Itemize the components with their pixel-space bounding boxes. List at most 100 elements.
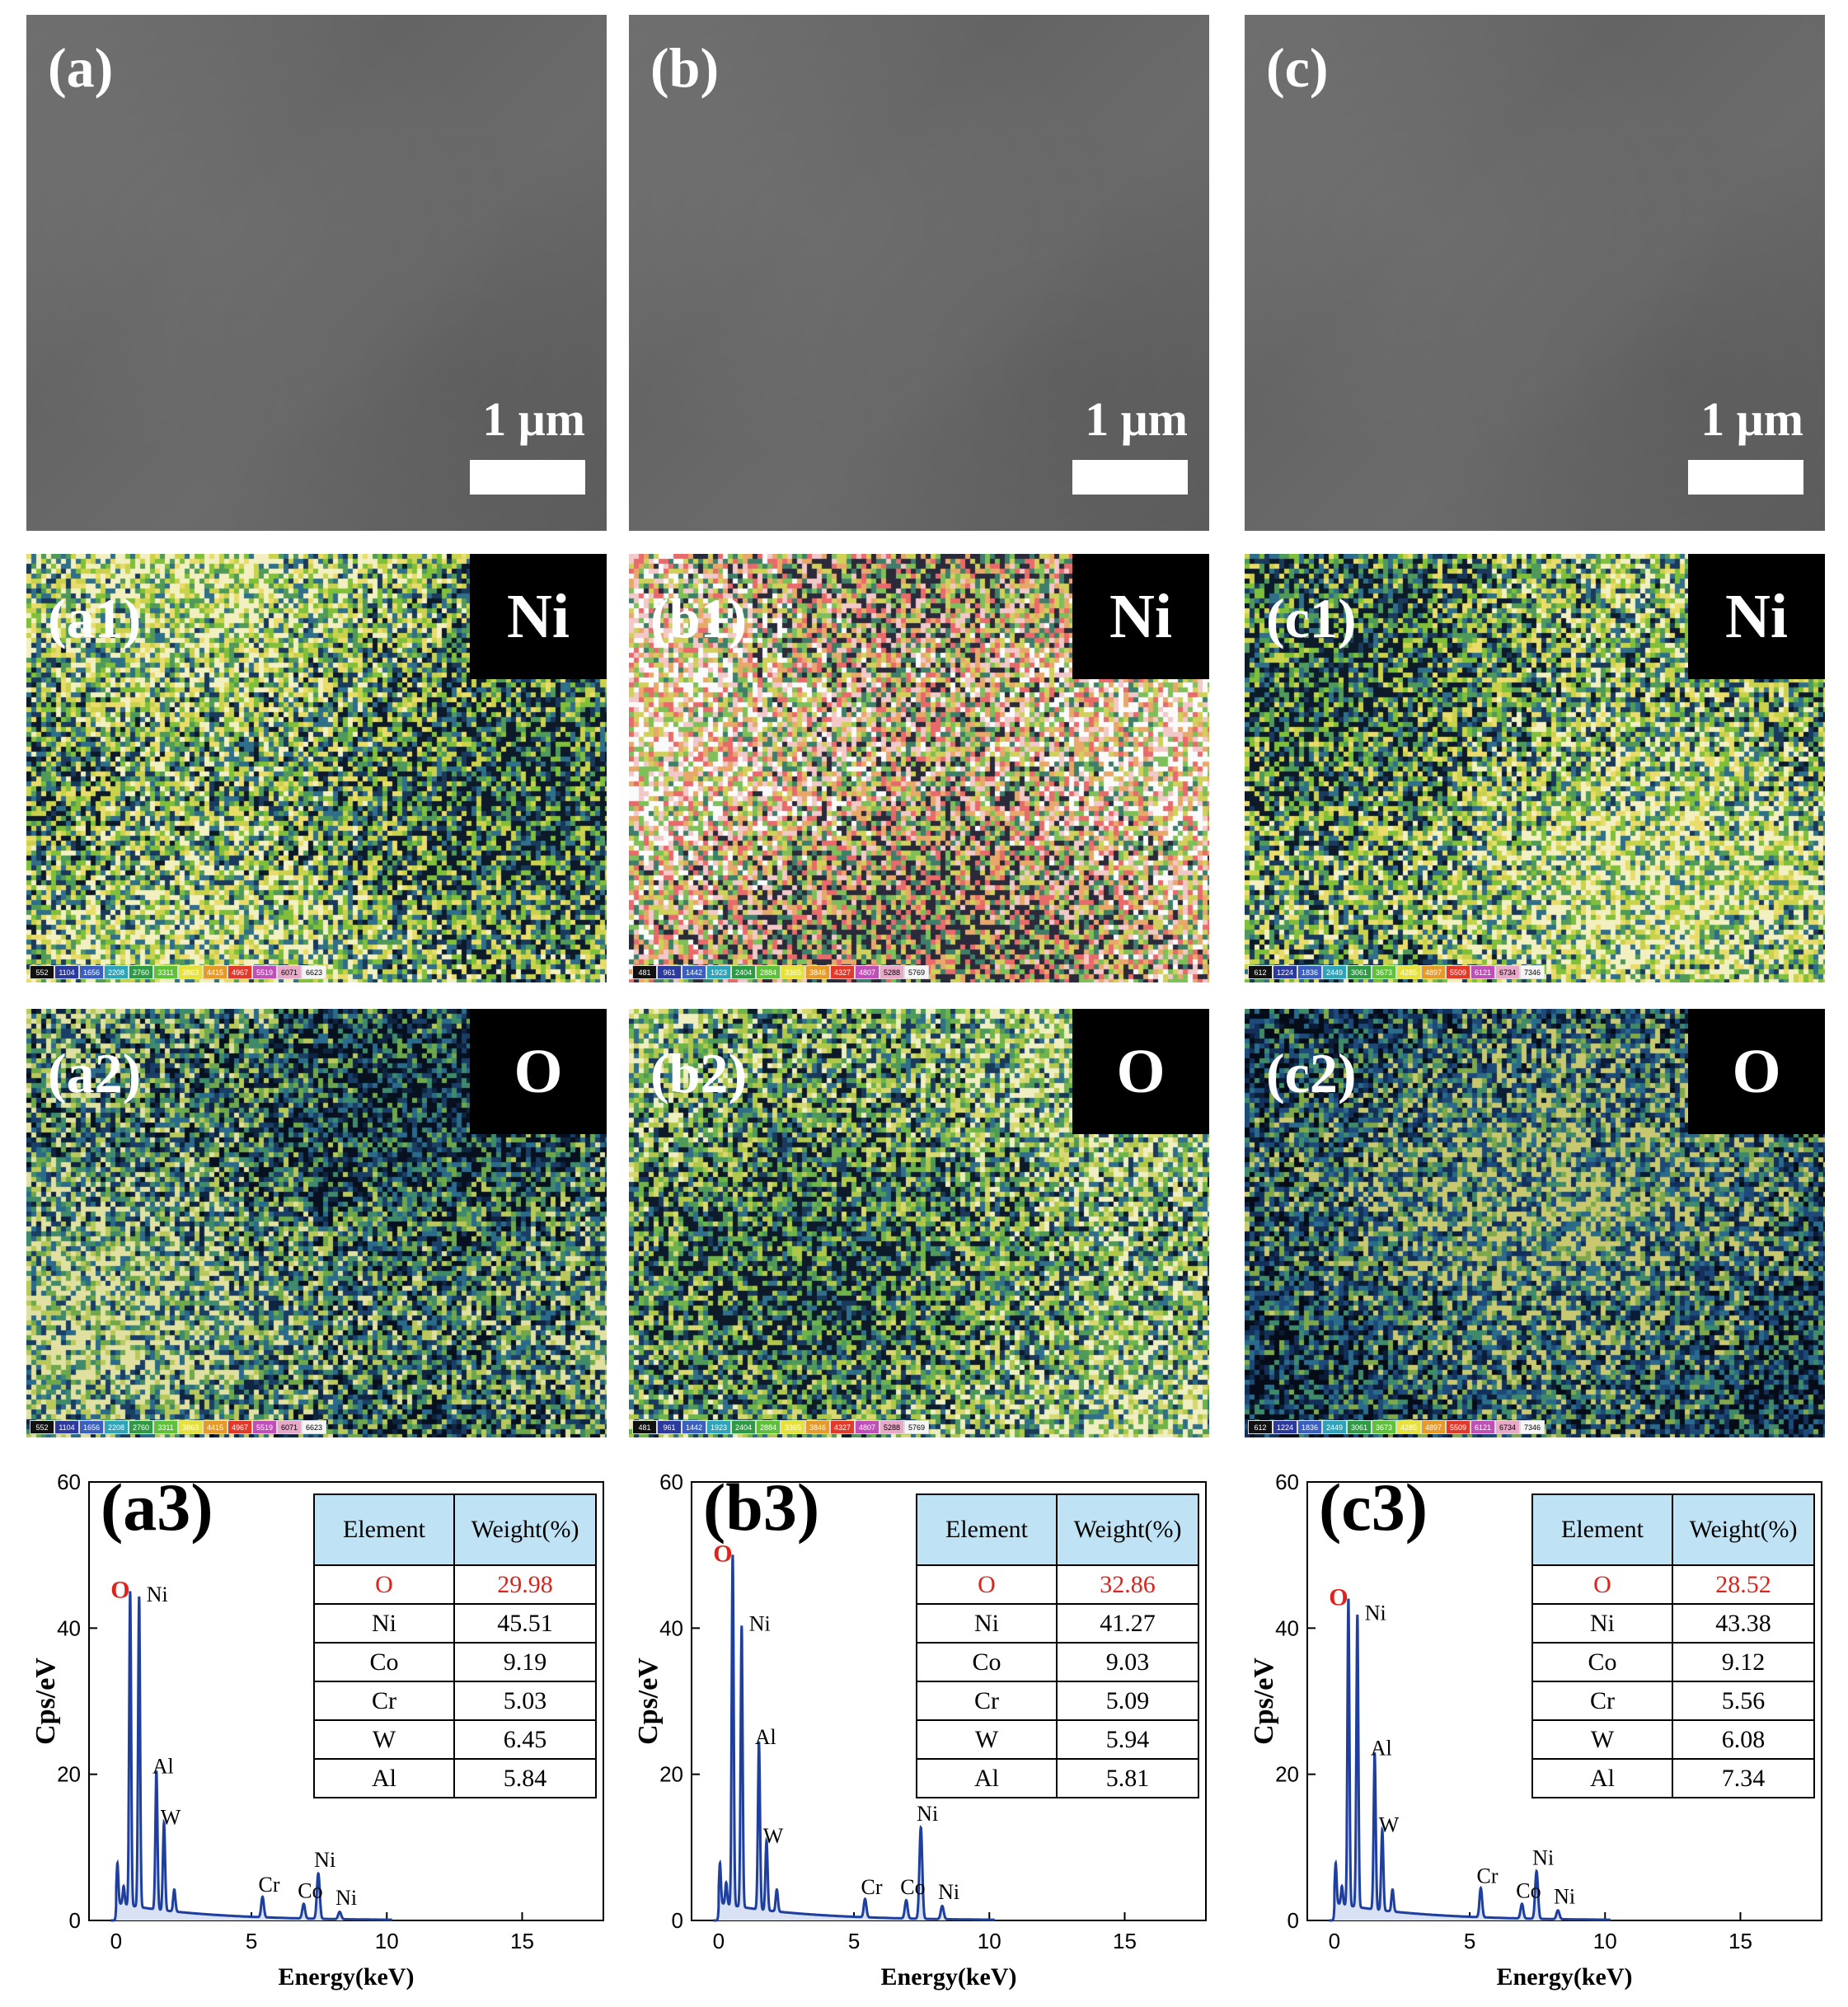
- element-cell: Cr: [313, 1681, 455, 1721]
- composition-table: Element Weight(%) O 29.98 Ni 45.51 Co 9.19 …: [313, 1494, 597, 1798]
- element-label: O: [1688, 1009, 1825, 1134]
- element-cell: Ni: [1531, 1603, 1673, 1644]
- weight-cell: 45.51: [453, 1603, 597, 1644]
- colorbar-cell: 2760: [129, 1420, 153, 1434]
- colorbar-cell: 2404: [731, 965, 756, 979]
- peak-label: Al: [152, 1755, 174, 1779]
- scale-bar-label: 1 μm: [482, 392, 585, 446]
- peak-label: Ni: [749, 1612, 771, 1636]
- table-row: Ni 43.38: [1531, 1603, 1815, 1644]
- colorbar-cell: 7346: [1520, 965, 1545, 979]
- weight-cell: 5.03: [453, 1681, 597, 1721]
- element-cell: W: [313, 1719, 455, 1760]
- sem-image: (b) 1 μm: [629, 15, 1209, 531]
- colorbar-cell: 6623: [302, 965, 326, 979]
- colorbar-cell: 1224: [1273, 965, 1297, 979]
- table-row: Ni 41.27: [916, 1603, 1199, 1644]
- weight-cell: 5.09: [1056, 1681, 1199, 1721]
- element-label: Ni: [1688, 554, 1825, 679]
- weight-cell: 9.19: [453, 1642, 597, 1682]
- peak-label: Co: [900, 1875, 925, 1899]
- colorbar-cell: 5519: [252, 965, 277, 979]
- element-cell: Cr: [916, 1681, 1058, 1721]
- x-axis-label: Energy(keV): [881, 1963, 1017, 1991]
- colorbar-cell: 5769: [904, 965, 929, 979]
- peak-label: Cr: [1477, 1864, 1499, 1888]
- peak-label: O: [1329, 1584, 1348, 1611]
- weight-cell: 41.27: [1056, 1603, 1199, 1644]
- colorbar-cell: 4285: [1396, 1420, 1421, 1434]
- weight-cell: 6.45: [453, 1719, 597, 1760]
- colorbar-cell: 4327: [830, 1420, 855, 1434]
- column-header: Element: [916, 1494, 1058, 1566]
- table-row: Al 5.81: [916, 1758, 1199, 1798]
- table-row: O 32.86: [916, 1564, 1199, 1605]
- table-row: W 6.45: [313, 1719, 597, 1760]
- weight-cell: 7.34: [1672, 1758, 1815, 1798]
- intensity-colorbar: 481 961 1442 1923 2404 2884 3365 3846 4327 4807 52…: [632, 1420, 929, 1434]
- colorbar-cell: 4967: [227, 965, 252, 979]
- colorbar-cell: 4415: [203, 1420, 227, 1434]
- column-a: (a) 1 μm (a1) Ni 552 1104 1656 2208 2760 3311…: [26, 0, 617, 2007]
- x-tick-label: 0: [713, 1929, 725, 1953]
- colorbar-cell: 5288: [879, 1420, 904, 1434]
- peak-label: Co: [1516, 1878, 1541, 1902]
- colorbar-cell: 1656: [79, 1420, 104, 1434]
- table-row: Al 7.34: [1531, 1758, 1815, 1798]
- element-label: O: [1072, 1009, 1209, 1134]
- colorbar-cell: 2449: [1322, 965, 1347, 979]
- column-c: (c) 1 μm (c1) Ni 612 1224 1836 2449 3061 3673…: [1245, 0, 1835, 2007]
- colorbar-cell: 2760: [129, 965, 153, 979]
- table-header-row: Element Weight(%): [313, 1494, 597, 1566]
- colorbar-cell: 4967: [227, 1420, 252, 1434]
- weight-cell: 5.94: [1056, 1719, 1199, 1760]
- colorbar-cell: 3846: [805, 1420, 830, 1434]
- element-cell: Al: [916, 1758, 1058, 1798]
- table-row: O 29.98: [313, 1564, 597, 1605]
- peak-label: W: [1379, 1812, 1400, 1836]
- peak-label: Al: [1371, 1736, 1392, 1760]
- peak-label: Ni: [917, 1802, 938, 1826]
- column-header: Element: [313, 1494, 455, 1566]
- y-axis-label: Cps/eV: [30, 1658, 61, 1745]
- colorbar-cell: 1224: [1273, 1420, 1297, 1434]
- panel-label: (c3): [1319, 1470, 1428, 1545]
- x-axis-label: Energy(keV): [1497, 1963, 1633, 1991]
- composition-table: Element Weight(%) O 28.52 Ni 43.38 Co 9.12 …: [1531, 1494, 1815, 1798]
- colorbar-cell: 3061: [1347, 1420, 1372, 1434]
- peak-label: Ni: [1365, 1601, 1386, 1625]
- scale-bar: [1688, 460, 1803, 495]
- colorbar-cell: 552: [30, 1420, 54, 1434]
- sem-image: (a) 1 μm: [26, 15, 607, 531]
- colorbar-cell: 4807: [855, 1420, 879, 1434]
- colorbar-cell: 4807: [855, 965, 879, 979]
- colorbar-cell: 1836: [1297, 1420, 1322, 1434]
- scale-bar: [470, 460, 585, 495]
- weight-cell: 5.84: [453, 1758, 597, 1798]
- panel-label: (b2): [650, 1042, 748, 1104]
- peak-label: Cr: [861, 1875, 883, 1899]
- weight-cell: 6.08: [1672, 1719, 1815, 1760]
- y-tick-label: 0: [69, 1908, 81, 1933]
- colorbar-cell: 1656: [79, 965, 104, 979]
- panel-label: (b): [650, 36, 720, 99]
- colorbar-cell: 481: [632, 1420, 657, 1434]
- weight-cell: 5.81: [1056, 1758, 1199, 1798]
- colorbar-cell: 4415: [203, 965, 227, 979]
- colorbar-cell: 6734: [1495, 965, 1520, 979]
- colorbar-cell: 6623: [302, 1420, 326, 1434]
- column-header: Element: [1531, 1494, 1673, 1566]
- colorbar-cell: 961: [657, 1420, 682, 1434]
- peak-label: Ni: [335, 1886, 357, 1910]
- column-header: Weight(%): [1056, 1494, 1199, 1566]
- spectrum-line: [110, 1591, 392, 1922]
- column-header: Weight(%): [1672, 1494, 1815, 1566]
- sem-image: (c) 1 μm: [1245, 15, 1825, 531]
- intensity-colorbar: 481 961 1442 1923 2404 2884 3365 3846 4327 4807 52…: [632, 965, 929, 979]
- panel-label: (a): [48, 36, 114, 99]
- element-label: O: [470, 1009, 607, 1134]
- element-cell: Ni: [313, 1603, 455, 1644]
- spectrum-line: [1329, 1598, 1611, 1922]
- colorbar-cell: 3673: [1372, 965, 1396, 979]
